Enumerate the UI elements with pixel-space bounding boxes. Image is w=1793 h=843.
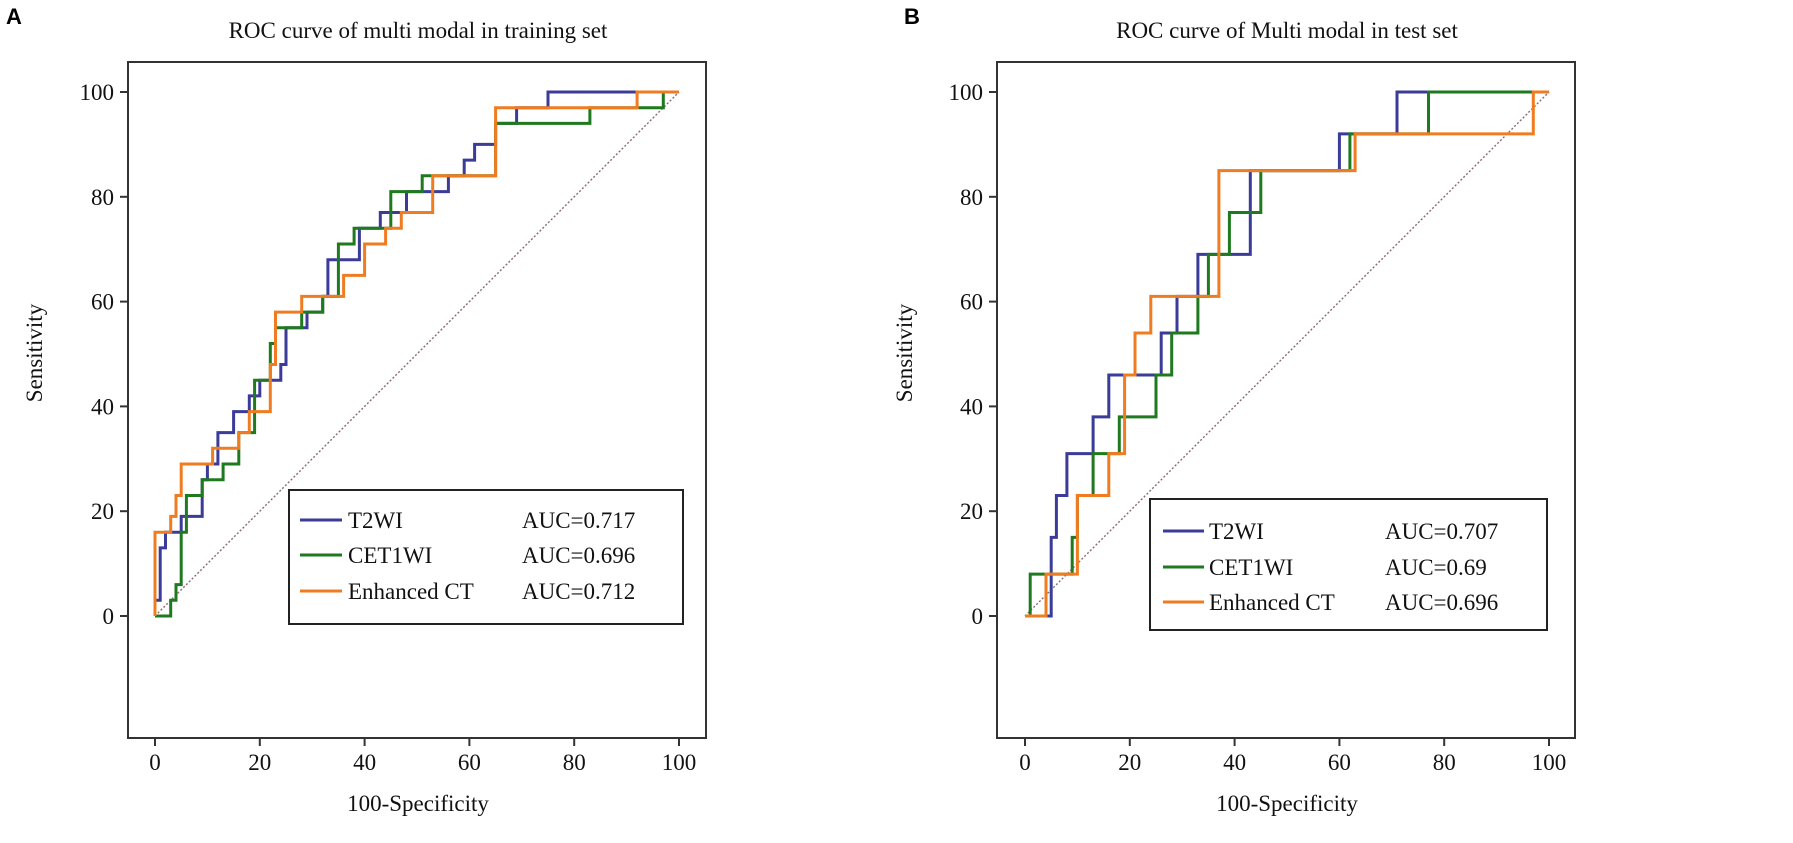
y-tick-label-a-80: 80 <box>91 185 114 210</box>
plot-frame-b <box>996 61 1576 739</box>
legend-label-t2wi-a: T2WI <box>348 508 403 533</box>
legend-a: T2WI AUC=0.717 CET1WI AUC=0.696 Enhanced… <box>288 489 684 625</box>
panel-a: A ROC curve of multi modal in training s… <box>6 4 707 816</box>
x-tick-label-b-60: 60 <box>1328 750 1351 775</box>
x-tick-label-b-20: 20 <box>1118 750 1141 775</box>
panel-b: B ROC curve of Multi modal in test set 1… <box>892 4 1576 816</box>
legend-label-enhanced-ct-a: Enhanced CT <box>348 579 474 604</box>
series-layer-a <box>153 90 679 618</box>
reference-diagonal-line-b <box>1024 91 1550 617</box>
x-tick-label-a-0: 0 <box>149 750 161 775</box>
roc-line-enhanced-ct-a <box>153 90 679 616</box>
axis-ticks-a: 0 20 40 60 80 100 0 20 40 60 80 100 <box>80 80 697 775</box>
legend-box-b <box>1149 498 1548 631</box>
y-axis-label-a: Sensitivity <box>22 303 47 402</box>
x-tick-label-b-0: 0 <box>1019 750 1031 775</box>
y-tick-label-b-100: 100 <box>949 80 984 105</box>
y-tick-label-a-40: 40 <box>91 394 114 419</box>
x-tick-label-a-100: 100 <box>662 750 697 775</box>
y-tick-label-b-60: 60 <box>960 290 983 315</box>
legend-b: T2WI AUC=0.707 CET1WI AUC=0.69 Enhanced … <box>1149 498 1548 631</box>
y-tick-label-b-40: 40 <box>960 394 983 419</box>
x-tick-label-a-60: 60 <box>458 750 481 775</box>
legend-label-enhanced-ct-b: Enhanced CT <box>1209 590 1335 615</box>
roc-line-t2wi-a <box>153 90 679 616</box>
axis-ticks-b: 0 20 40 60 80 100 0 20 40 60 80 100 <box>949 80 1567 775</box>
legend-label-cet1wi-a: CET1WI <box>348 543 432 568</box>
legend-auc-enhanced-ct-a: AUC=0.712 <box>522 579 635 604</box>
x-tick-label-a-40: 40 <box>353 750 376 775</box>
legend-auc-enhanced-ct-b: AUC=0.696 <box>1385 590 1498 615</box>
legend-label-cet1wi-b: CET1WI <box>1209 555 1293 580</box>
x-tick-label-b-80: 80 <box>1433 750 1456 775</box>
legend-auc-t2wi-a: AUC=0.717 <box>522 508 635 533</box>
x-tick-label-a-80: 80 <box>563 750 586 775</box>
legend-auc-cet1wi-a: AUC=0.696 <box>522 543 635 568</box>
roc-line-t2wi-b <box>1025 90 1549 618</box>
reference-diagonal-line-a <box>154 91 680 617</box>
chart-title-b: ROC curve of Multi modal in test set <box>1116 18 1458 43</box>
panel-letter-a: A <box>6 4 22 29</box>
y-tick-label-a-100: 100 <box>80 80 115 105</box>
y-tick-label-a-60: 60 <box>91 290 114 315</box>
reference-diagonal-b <box>1024 91 1550 617</box>
legend-label-t2wi-b: T2WI <box>1209 519 1264 544</box>
y-tick-label-a-20: 20 <box>91 499 114 524</box>
x-axis-label-b: 100-Specificity <box>1216 791 1358 816</box>
reference-diagonal-a <box>154 91 680 617</box>
legend-auc-cet1wi-b: AUC=0.69 <box>1385 555 1487 580</box>
x-axis-label-a: 100-Specificity <box>347 791 489 816</box>
legend-auc-t2wi-b: AUC=0.707 <box>1385 519 1498 544</box>
chart-title-a: ROC curve of multi modal in training set <box>229 18 608 43</box>
x-tick-label-b-40: 40 <box>1223 750 1246 775</box>
x-tick-label-a-20: 20 <box>248 750 271 775</box>
roc-line-enhanced-ct-b <box>1025 90 1549 618</box>
y-tick-label-b-20: 20 <box>960 499 983 524</box>
legend-box-a <box>288 489 684 625</box>
panel-letter-b: B <box>904 4 920 29</box>
x-tick-label-b-100: 100 <box>1532 750 1567 775</box>
y-tick-label-b-0: 0 <box>972 604 984 629</box>
y-tick-label-a-0: 0 <box>103 604 115 629</box>
plot-frame-a <box>127 61 707 739</box>
series-layer-b <box>1025 90 1549 618</box>
y-axis-label-b: Sensitivity <box>892 303 917 402</box>
y-tick-label-b-80: 80 <box>960 185 983 210</box>
